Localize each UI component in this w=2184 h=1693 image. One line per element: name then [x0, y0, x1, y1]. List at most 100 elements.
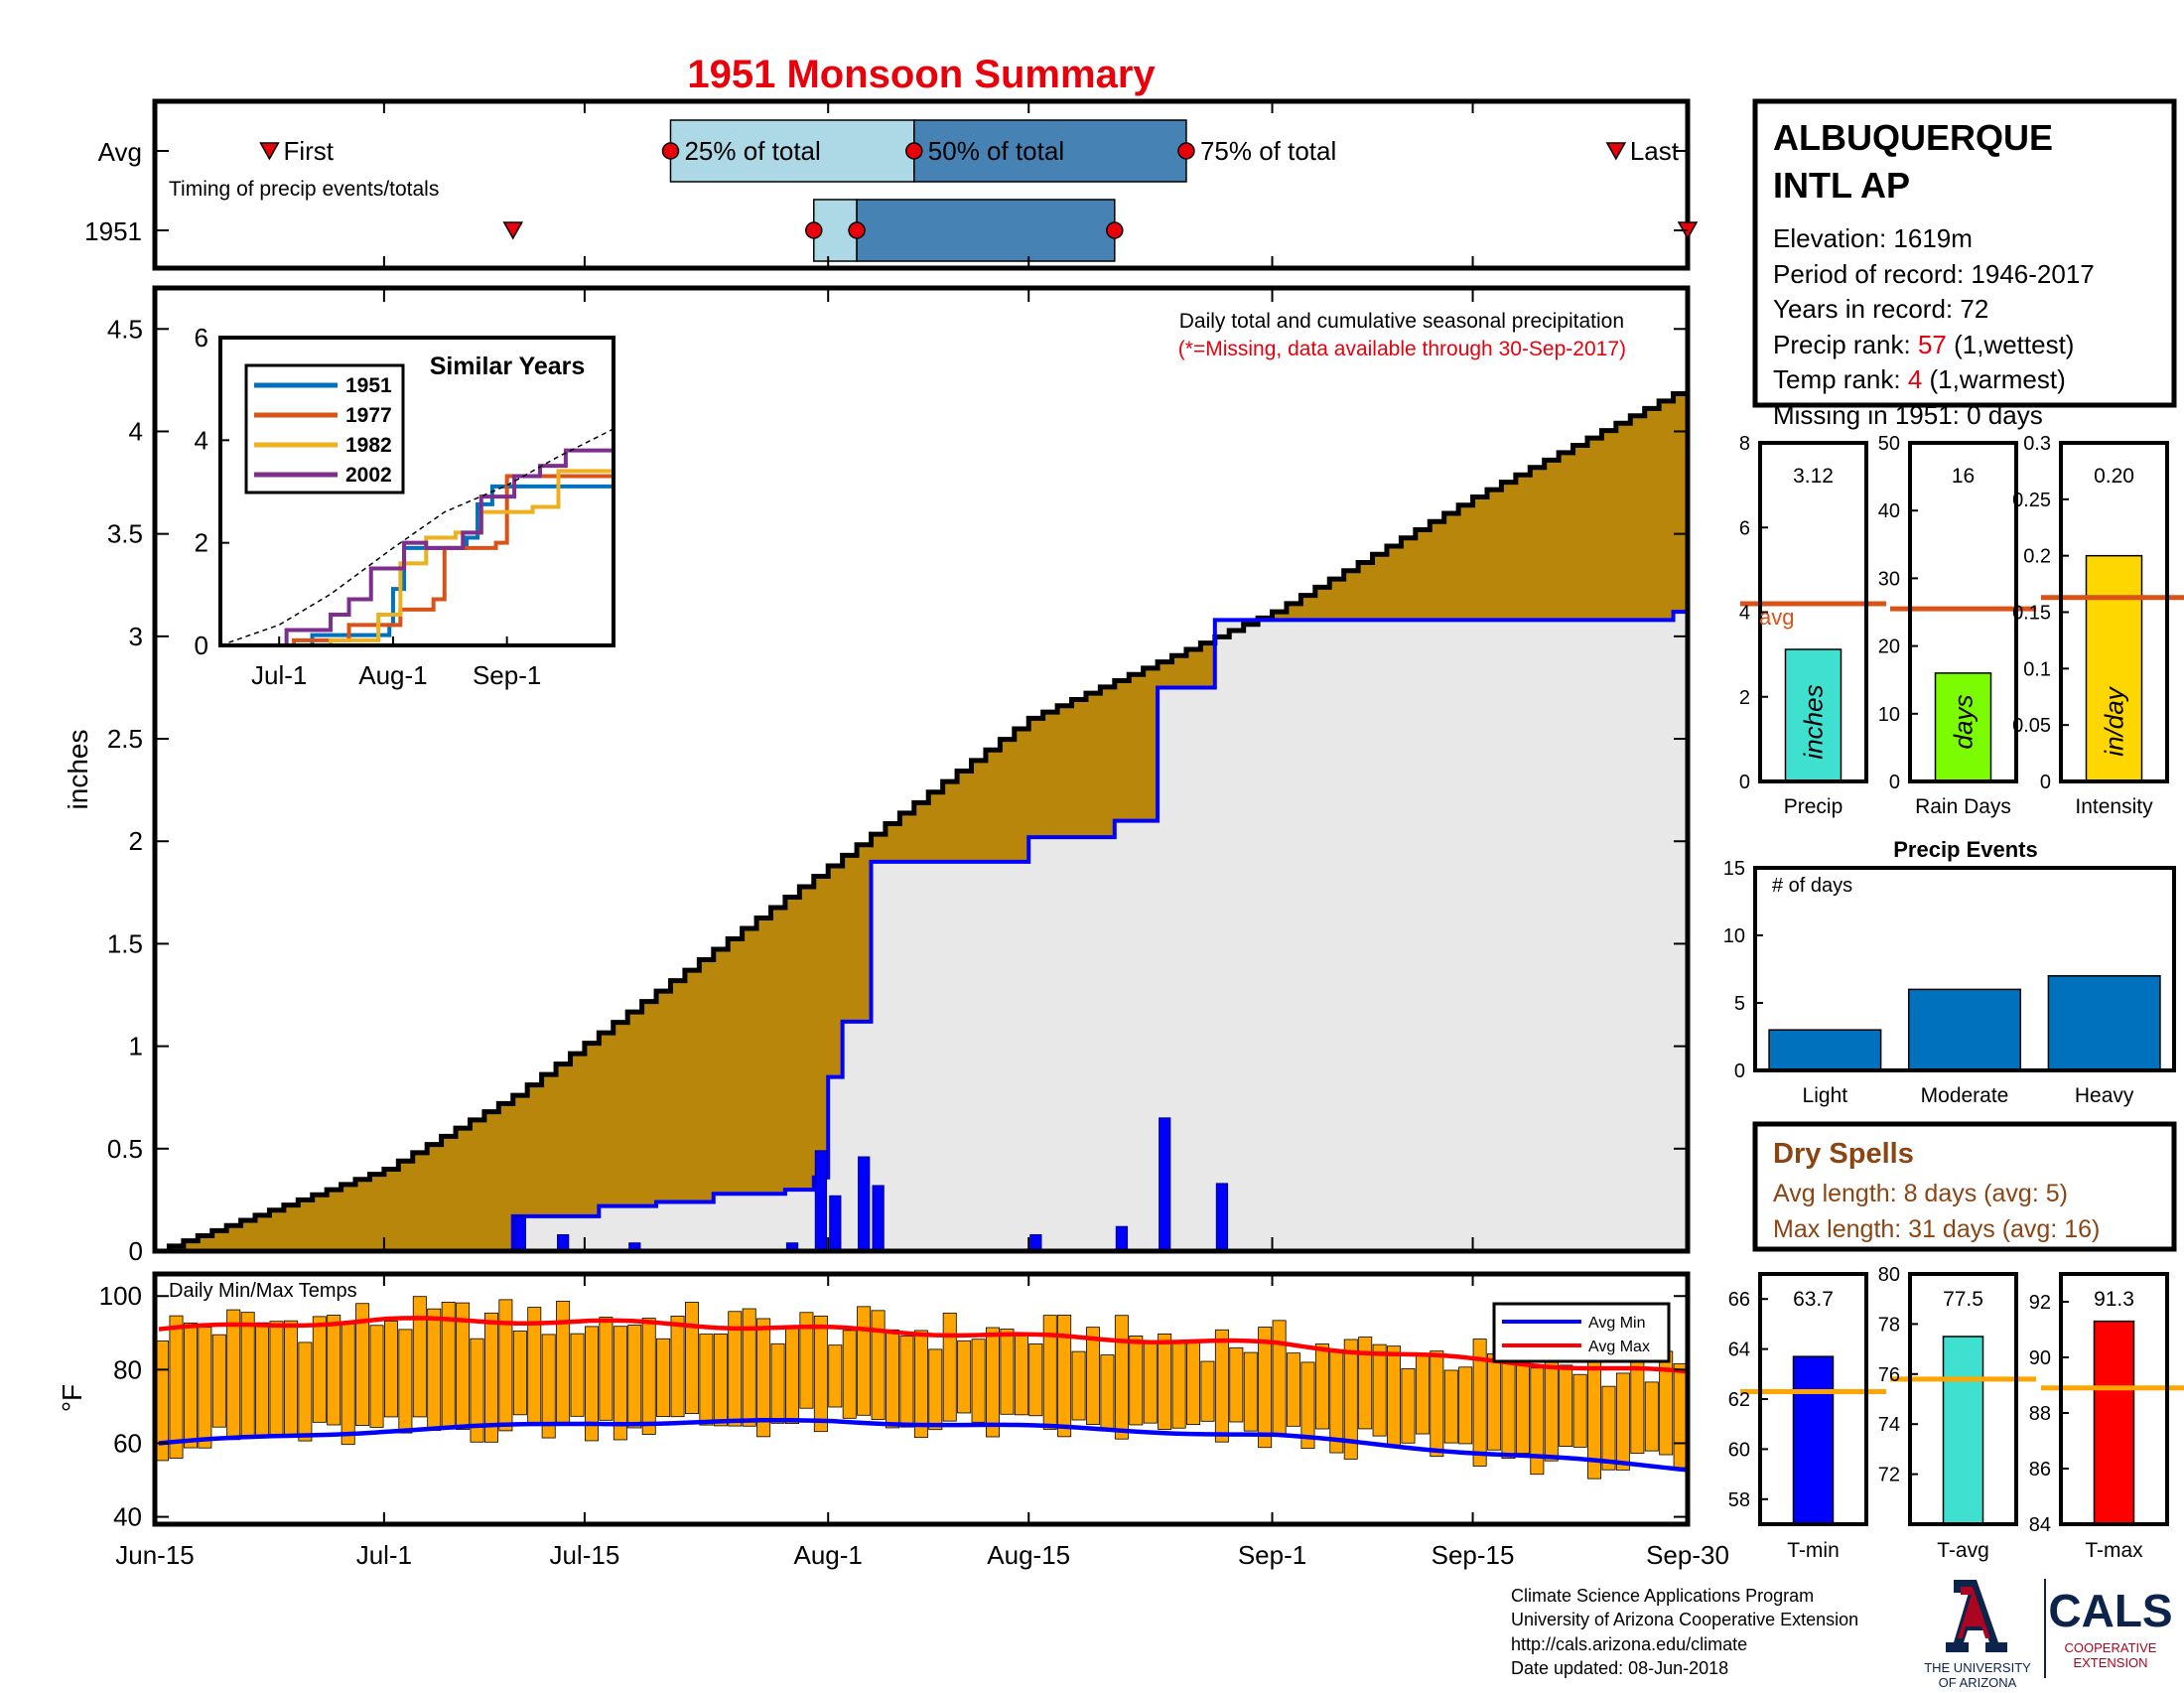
avg-max-temp-line	[158, 1316, 1688, 1374]
temp-panel-y-tick-label: 88	[2029, 1403, 2051, 1425]
daily-temp-range-bar	[470, 1338, 484, 1443]
inset-series-1982	[220, 445, 614, 645]
cals-sub-line1: COOPERATIVE	[2065, 1640, 2157, 1655]
dry-spells-avg: Avg length: 8 days (avg: 5)	[1773, 1180, 2068, 1207]
daily-temp-range-bar	[312, 1316, 327, 1423]
daily-temp-range-bar	[1401, 1367, 1416, 1444]
summary-y-tick-label: 0.2	[2023, 546, 2051, 568]
daily-temp-range-bar	[842, 1330, 857, 1419]
events-bar-light	[1768, 1029, 1882, 1071]
summary-unit-intensity: in/day	[2100, 685, 2129, 756]
station-info-box: ALBUQUERQUE INTL AP Elevation: 1619m Per…	[1752, 98, 2177, 430]
temp-y-tick-label: 60	[113, 1428, 142, 1458]
inset-series-2002	[220, 435, 614, 645]
daily-temp-range-bar	[512, 1330, 527, 1416]
temp-panel-y-tick-label: 74	[1878, 1414, 1900, 1436]
station-precip-rank: Precip rank: 57 (1,wettest)	[1773, 330, 2074, 359]
inset-x-tick-label: Aug-1	[358, 660, 427, 690]
dry-spells-title: Dry Spells	[1773, 1138, 1914, 1170]
daily-temp-range-bar	[483, 1312, 498, 1443]
timing-first-label: First	[283, 136, 334, 166]
daily-precip-bar	[513, 1215, 527, 1251]
inset-legend: 1951 1977 1982 2002	[244, 363, 405, 494]
daily-temp-range-bar	[1487, 1353, 1502, 1451]
timing-quantile-marker	[1106, 221, 1124, 239]
temp-panel-y-tick-label: 92	[2029, 1292, 2051, 1314]
daily-precip-bar	[814, 1150, 828, 1251]
summary-y-tick-label: 0.3	[2023, 433, 2051, 455]
inset-legend-label: 2002	[345, 464, 392, 487]
inset-axes: 0 2 4 6 Jul-1 Aug-1 Sep-1	[195, 323, 542, 690]
temp-summary-bar-tmax	[2093, 1320, 2135, 1525]
timing-quantile-marker	[661, 142, 680, 160]
daily-precip-bar	[1029, 1233, 1042, 1251]
daily-precip-bar	[1690, 1241, 1701, 1251]
timing-q50-label: 50% of total	[928, 136, 1064, 166]
summary-y-tick-label: 4	[1739, 603, 1750, 625]
summary-bar-panels: 0 2 4 6 8 3.12 inches Precip 0 10 20 30 40 50 16 days Ra…	[1739, 433, 2184, 818]
main-y-tick-label: 0	[129, 1236, 143, 1266]
daily-temp-range-bar	[1071, 1350, 1086, 1421]
events-x-label: Heavy	[2075, 1084, 2134, 1107]
daily-temp-range-bar	[756, 1318, 771, 1438]
timing-quantile-marker	[905, 142, 923, 160]
cals-sub-line2: EXTENSION	[2073, 1655, 2147, 1670]
daily-temp-range-bar	[1458, 1366, 1473, 1445]
daily-temp-range-bar	[255, 1322, 270, 1438]
summary-y-tick-label: 0.1	[2023, 658, 2051, 680]
temp-plot-frame	[152, 1271, 1691, 1527]
daily-temp-range-bar	[886, 1329, 899, 1429]
footer-line-1: Climate Science Applications Program	[1511, 1586, 1814, 1606]
daily-temp-range-bar	[742, 1308, 756, 1427]
daily-temp-range-bar	[656, 1338, 671, 1418]
temp-y-tick-label: 40	[113, 1502, 142, 1532]
daily-temp-range-bar	[1028, 1343, 1043, 1417]
daily-temp-range-bar	[928, 1348, 943, 1431]
daily-temp-range-bar	[1158, 1333, 1172, 1430]
daily-temp-range-bar	[1086, 1327, 1100, 1425]
temp-value-tavg: 77.5	[1943, 1288, 1983, 1311]
daily-temp-range-bar	[1171, 1340, 1186, 1429]
station-temp-rank: Temp rank: 4 (1,warmest)	[1773, 364, 2066, 394]
temp-label-tmin: T-min	[1787, 1539, 1840, 1562]
daily-temp-range-bar	[169, 1315, 184, 1459]
events-frame	[1753, 866, 2176, 1072]
summary-y-tick-label: 8	[1739, 433, 1750, 455]
daily-temp-range-bar	[298, 1341, 313, 1442]
daily-temp-range-bar	[1129, 1336, 1144, 1426]
summary-label-rain_days: Rain Days	[1915, 795, 2011, 818]
daily-temp-range-bar	[226, 1309, 241, 1441]
timing-row-year: 1951	[84, 216, 142, 246]
inset-legend-label: 1951	[345, 374, 392, 397]
temp-panel-y-tick-label: 72	[1878, 1465, 1900, 1486]
temp-panel-frame	[1908, 1272, 2018, 1526]
avg-cumulative-line	[155, 383, 1688, 1251]
temp-legend-box	[1492, 1302, 1671, 1363]
inset-x-tick-label: Jul-1	[251, 660, 307, 690]
daily-temp-range-bar	[570, 1333, 585, 1417]
summary-y-tick-label: 30	[1878, 568, 1900, 590]
inset-x-tick-label: Sep-1	[473, 660, 541, 690]
daily-temp-range-bar	[341, 1323, 355, 1446]
footer-line-3: http://cals.arizona.edu/climate	[1511, 1634, 1747, 1654]
daily-temp-range-bar	[1314, 1342, 1329, 1430]
legend-avg-max-label: Avg Max	[1588, 1339, 1650, 1355]
daily-temp-range-bar	[1415, 1354, 1430, 1435]
events-bar-moderate	[1907, 988, 2022, 1071]
main-plot-geometry	[155, 383, 1701, 1251]
dry-spells-box: Dry Spells Avg length: 8 days (avg: 5) M…	[1752, 1121, 2177, 1252]
inset-legend-label: 1982	[345, 434, 392, 457]
footer-line-2: University of Arizona Cooperative Extens…	[1511, 1610, 1858, 1629]
summary-value-precip: 3.12	[1793, 465, 1834, 488]
summary-y-tick-label: 6	[1739, 517, 1750, 539]
temp-panel-y-tick-label: 76	[1878, 1364, 1900, 1386]
summary-y-tick-label: 40	[1878, 500, 1900, 522]
daily-temp-range-bar	[613, 1326, 627, 1441]
temp-y-tick-label: 80	[113, 1354, 142, 1384]
summary-value-intensity: 0.20	[2094, 465, 2134, 488]
daily-temp-range-bar	[1673, 1362, 1688, 1469]
daily-temp-range-bar	[283, 1320, 298, 1436]
